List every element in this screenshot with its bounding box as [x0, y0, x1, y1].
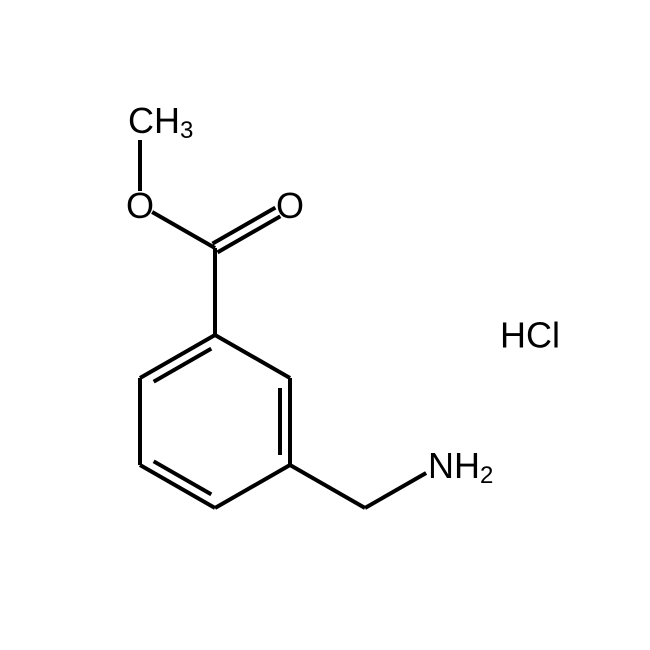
counterion-label: HCl	[500, 315, 560, 356]
atom-label-O_carb: O	[276, 185, 304, 226]
atom-label-O_ether: O	[126, 185, 154, 226]
molecule-svg: CH3OONH2HCl	[0, 0, 650, 650]
